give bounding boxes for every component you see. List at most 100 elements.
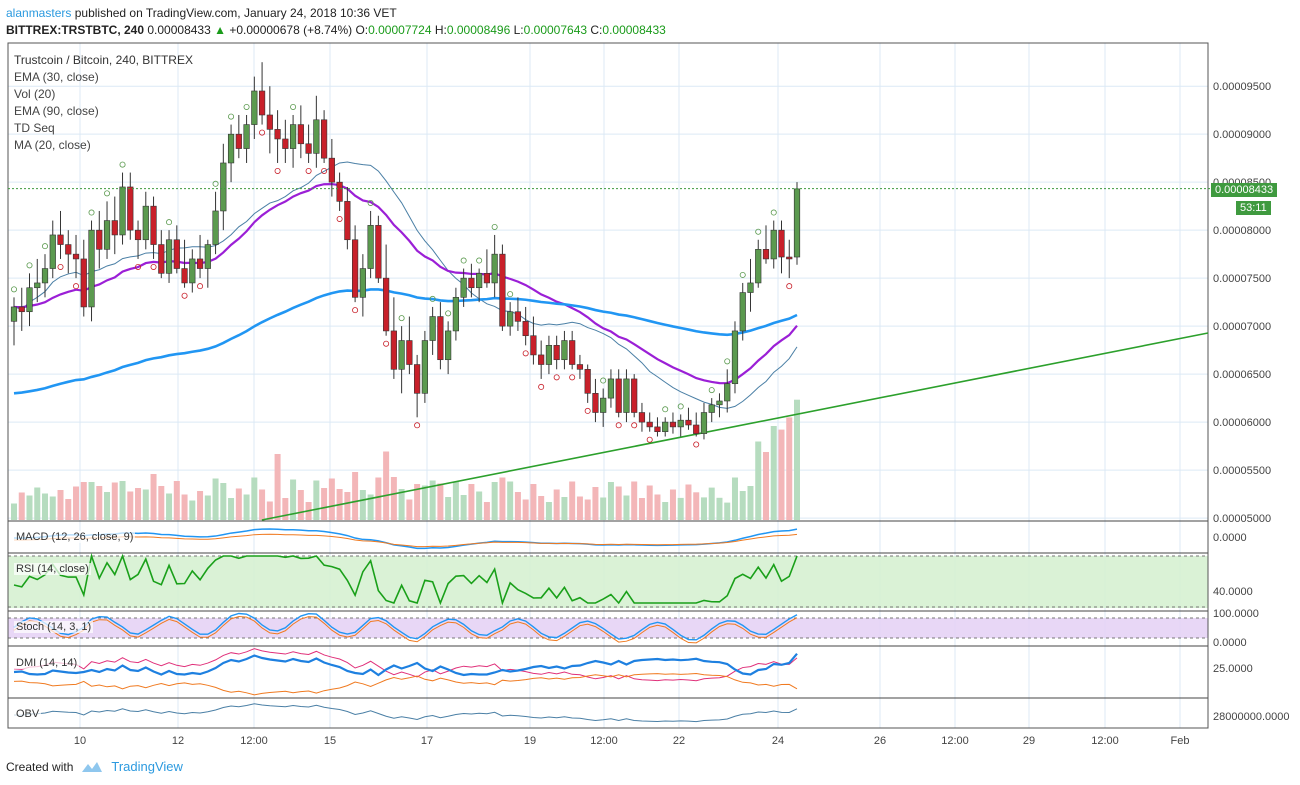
volume-bar (414, 484, 421, 520)
open-value: 0.00007724 (368, 23, 432, 37)
candle (716, 393, 723, 418)
volume-bar (73, 486, 80, 520)
td-seq-marker (615, 422, 622, 429)
candle (220, 143, 227, 231)
volume-bar (80, 482, 87, 520)
candle (569, 330, 576, 370)
volume-bar (762, 452, 769, 520)
volume-bar (18, 492, 25, 520)
volume-bar (34, 487, 41, 520)
candle-body (88, 229, 95, 308)
td-seq-marker (538, 383, 545, 390)
candle (693, 412, 700, 437)
author-link[interactable]: alanmasters (6, 6, 72, 20)
legend-item-tdseq[interactable]: TD Seq (14, 121, 55, 135)
candle (793, 182, 801, 265)
legend-item-vol[interactable]: Vol (20) (14, 87, 56, 101)
td-seq-marker (693, 441, 700, 448)
candle-body (507, 311, 514, 327)
volume-bar (181, 494, 188, 520)
candle-body (49, 234, 56, 269)
candle (654, 417, 661, 437)
volume-bar (266, 501, 273, 520)
td-seq-marker (88, 209, 95, 216)
volume-bar (313, 480, 320, 520)
candle (142, 191, 149, 250)
td-seq-marker (228, 113, 235, 120)
candle-body (786, 256, 793, 260)
candle (553, 335, 560, 370)
candle-body (142, 205, 149, 241)
volume-bar (507, 481, 514, 520)
candle-body (654, 426, 661, 433)
td-seq-marker (770, 209, 777, 216)
volume-bar (731, 477, 738, 520)
candle-body (80, 258, 87, 308)
volume-bar (491, 482, 498, 520)
volume-bar (600, 497, 607, 520)
y-tick-label: 0.00009500 (1213, 81, 1271, 93)
volume-bar (770, 426, 777, 520)
candle-body (26, 287, 33, 313)
volume-bar (607, 482, 614, 520)
y-tick-label: 0.00006000 (1213, 417, 1271, 429)
x-tick-label: 17 (421, 735, 433, 747)
volume-bar (150, 474, 157, 520)
td-seq-marker (553, 374, 560, 381)
volume-bar (476, 491, 483, 520)
legend-item-ema30[interactable]: EMA (30, close) (14, 70, 99, 84)
candle-body (522, 321, 529, 337)
volume-bar (104, 492, 111, 520)
macd-label[interactable]: MACD (12, 26, close, 9) (14, 531, 136, 543)
candle (65, 230, 72, 274)
candle-body (561, 340, 568, 361)
volume-bar (119, 481, 126, 520)
stoch-label[interactable]: Stoch (14, 3, 1) (14, 621, 94, 633)
candle-body (189, 258, 196, 284)
legend-item-ma20[interactable]: MA (20, close) (14, 138, 91, 152)
candle (483, 249, 491, 288)
candle (561, 330, 568, 370)
rsi-label[interactable]: RSI (14, close) (14, 563, 91, 575)
candle (499, 244, 506, 331)
volume-bar (259, 489, 266, 520)
candle (88, 220, 95, 322)
volume-bar (142, 489, 149, 520)
candle (212, 191, 219, 255)
dmi-label[interactable]: DMI (14, 14) (14, 657, 80, 669)
candle (80, 239, 87, 317)
candle-body (383, 277, 390, 332)
candle (150, 196, 157, 259)
td-seq-marker (429, 295, 436, 302)
volume-bar (584, 499, 591, 520)
obv-label[interactable]: OBV (14, 708, 42, 720)
candle-body (398, 340, 405, 370)
td-seq-marker (10, 286, 17, 293)
td-seq-marker (491, 223, 498, 230)
publish-info: published on TradingView.com, January 24… (74, 6, 397, 20)
candle (41, 254, 49, 298)
candle (646, 412, 653, 432)
legend-item-ema90[interactable]: EMA (90, close) (14, 104, 99, 118)
volume-bar (685, 484, 692, 520)
volume-bar (290, 479, 297, 520)
candle-body (297, 124, 304, 145)
volume-bar (251, 477, 258, 520)
candle-body (134, 229, 142, 241)
volume-bar (638, 498, 645, 520)
close-value: 0.00008433 (602, 23, 666, 37)
td-seq-marker (212, 180, 219, 187)
open-label: O: (355, 23, 369, 37)
td-seq-marker (104, 190, 111, 197)
candle-body (220, 162, 227, 212)
candle-body (96, 229, 103, 250)
volume-bar (421, 485, 428, 520)
candle-body (352, 239, 359, 298)
candle-body (793, 188, 801, 258)
tradingview-link[interactable]: TradingView (111, 759, 183, 774)
candle (336, 172, 343, 211)
candle-body (103, 220, 111, 250)
chart-canvas[interactable]: 0.000095000.000090000.000085000.00008000… (0, 40, 1300, 752)
volume-bar (189, 500, 196, 520)
volume-bar (553, 489, 560, 520)
